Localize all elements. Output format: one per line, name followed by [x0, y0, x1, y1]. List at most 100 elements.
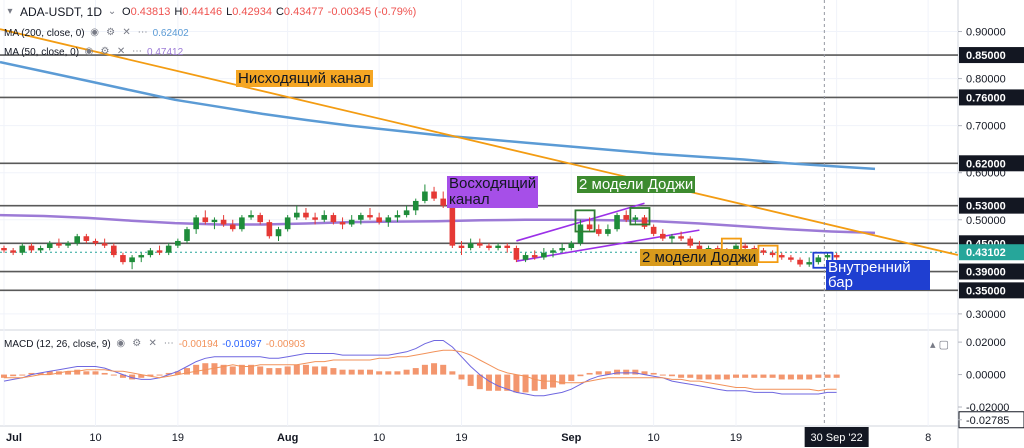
macd-histogram-bar [586, 372, 593, 375]
macd-histogram-bar [202, 363, 209, 375]
candle-body [788, 257, 794, 260]
ma50-legend[interactable]: MA (50, close, 0) ◉ ⚙ ✕ ⋯ 0.47412 [4, 46, 183, 58]
close-icon[interactable]: ✕ [116, 46, 126, 57]
macd-histogram-bar [760, 374, 767, 378]
candle-body [138, 255, 145, 258]
candle-body [669, 236, 675, 239]
candle-body [385, 217, 392, 223]
macd-histogram-bar [815, 374, 822, 378]
pane-controls[interactable]: ▴ ▢ [930, 338, 949, 351]
eye-icon[interactable]: ◉ [90, 27, 99, 38]
macd-histogram-bar [156, 374, 163, 376]
candle-body [367, 215, 373, 218]
candle-body [248, 215, 254, 218]
annotation-asc-line1: Восходящий [449, 175, 537, 192]
macd-histogram-bar [659, 374, 666, 376]
time-tick-label: 19 [172, 432, 184, 444]
candle-body [641, 217, 648, 227]
candle-body [449, 205, 456, 246]
macd-histogram-bar [778, 374, 785, 380]
price-tick-label: 0.70000 [966, 121, 1006, 133]
candle-body [742, 245, 748, 248]
macd-histogram-bar [266, 368, 273, 375]
macd-histogram-bar [577, 374, 584, 377]
candle-body [504, 245, 511, 248]
last-price-badge [959, 244, 1024, 261]
macd-histogram-bar [531, 374, 538, 391]
ma50-value: 0.47412 [147, 46, 184, 58]
macd-histogram-bar [458, 374, 465, 380]
macd-histogram-bar [165, 372, 172, 375]
annotation-desc-channel[interactable]: Нисходящий канал [236, 70, 373, 87]
macd-histogram-bar [257, 366, 264, 375]
macd-histogram-bar [129, 374, 136, 380]
time-tick-label: Aug [277, 432, 298, 444]
candle-body [65, 243, 71, 246]
macd-tick-label: -0.02000 [966, 402, 1009, 414]
candle-body [623, 215, 629, 220]
candle-body [184, 229, 190, 241]
macd-histogram-bar [293, 364, 300, 375]
pane-maximize-icon[interactable]: ▢ [938, 339, 949, 351]
settings-icon[interactable]: ⚙ [106, 27, 116, 38]
macd-histogram-bar [211, 363, 218, 375]
ma200-legend[interactable]: MA (200, close, 0) ◉ ⚙ ✕ ⋯ 0.62402 [4, 27, 189, 39]
macd-histogram-bar [385, 371, 392, 375]
macd-histogram-bar [678, 374, 685, 378]
symbol-legend: ▾ ADA-USDT, 1D ⌄ O0.43813 H0.44146 L0.42… [4, 5, 416, 19]
settings-icon[interactable]: ⚙ [132, 338, 142, 349]
candle-body [696, 245, 703, 251]
candle-body [156, 250, 163, 253]
settings-icon[interactable]: ⚙ [100, 46, 110, 57]
macd-histogram-bar [705, 374, 712, 380]
macd-histogram-bar [138, 374, 145, 378]
collapse-icon[interactable]: ▾ [7, 6, 13, 17]
candle-body [220, 219, 227, 225]
candle-body [229, 224, 236, 230]
annotation-asc-channel[interactable]: Восходящий канал [447, 175, 539, 208]
macd-histogram-bar [101, 372, 108, 375]
close-icon[interactable]: ✕ [148, 338, 157, 349]
candle-body [202, 217, 209, 223]
candle-body [303, 212, 309, 218]
chevron-down-icon[interactable]: ⌄ [107, 6, 117, 17]
macd-histogram-bar [92, 371, 99, 375]
close-icon[interactable]: ✕ [122, 27, 131, 38]
candle-body [165, 245, 172, 253]
price-tick-label: 0.30000 [966, 309, 1006, 321]
candle-body [586, 224, 593, 230]
eye-icon[interactable]: ◉ [84, 46, 94, 57]
macd-histogram-bar [330, 368, 337, 375]
candle-body [175, 240, 181, 246]
macd-histogram-bar [321, 366, 328, 375]
more-icon[interactable]: ⋯ [163, 338, 174, 349]
time-cursor-badge [804, 427, 869, 447]
price-tick-label: 0.39000 [966, 267, 1006, 279]
more-icon[interactable]: ⋯ [137, 27, 148, 38]
annotation-inner-bar[interactable]: Внутренний бар [826, 260, 930, 290]
macd-histogram-bar [485, 374, 492, 391]
candle-body [531, 255, 538, 258]
level-badge [959, 263, 1024, 280]
macd-histogram-bar [440, 364, 447, 375]
annotation-doji-bottom[interactable]: 2 модели Доджи [640, 249, 759, 266]
macd-histogram-bar [614, 369, 621, 375]
macd-histogram-bar [1, 374, 7, 378]
pane-up-icon[interactable]: ▴ [930, 339, 936, 351]
macd-legend[interactable]: MACD (12, 26, close, 9) ◉ ⚙ ✕ ⋯ -0.00194… [4, 338, 305, 350]
price-tick-label: 0.90000 [966, 27, 1006, 39]
more-icon[interactable]: ⋯ [132, 46, 143, 57]
eye-icon[interactable]: ◉ [116, 338, 126, 349]
macd-pane [1, 340, 840, 397]
candle-body [10, 250, 16, 253]
symbol-label[interactable]: ADA-USDT, 1D [20, 5, 103, 19]
candle-body [330, 215, 337, 223]
annotation-doji-top[interactable]: 2 модели Доджи [577, 176, 696, 193]
macd-histogram-bar [824, 374, 831, 378]
macd-histogram-bar [65, 371, 72, 375]
ohlc-low: L0.42934 [226, 6, 272, 18]
macd-histogram-bar [357, 369, 364, 375]
annotation-inner-line2: бар [828, 274, 853, 291]
level-badge [959, 282, 1024, 299]
